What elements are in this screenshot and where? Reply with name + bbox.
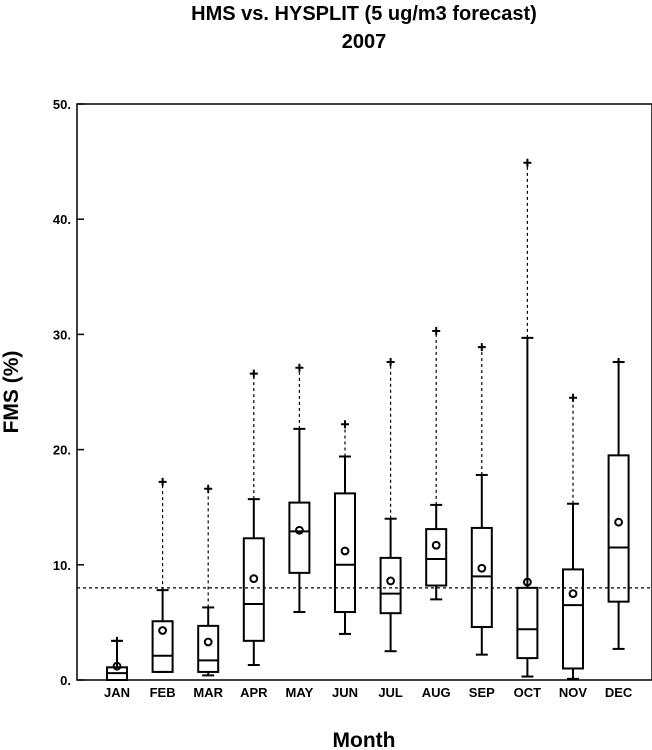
max-marker: [614, 358, 623, 367]
iqr-box: [607, 454, 630, 603]
box-jun: [334, 420, 356, 635]
box-oct: [516, 158, 539, 678]
chart-title: HMS vs. HYSPLIT (5 ug/m3 forecast): [191, 3, 537, 25]
x-tick-label: JAN: [104, 685, 130, 700]
box-dec: [607, 358, 630, 650]
x-tick-label: JUL: [378, 685, 403, 700]
x-tick-label: OCT: [514, 685, 542, 700]
y-axis: 0. 10. 20. 30. 40. 50.: [53, 97, 84, 688]
mean-marker: [112, 661, 122, 671]
max-marker: [569, 393, 577, 402]
x-axis-label: Month: [333, 729, 396, 750]
mean-marker: [386, 576, 396, 586]
max-marker: [341, 420, 349, 429]
box-mar: [197, 484, 220, 677]
max-marker: [113, 636, 121, 645]
x-tick-label: FEB: [150, 685, 176, 700]
iqr-box: [516, 586, 539, 660]
iqr-box: [470, 526, 493, 629]
max-marker: [432, 326, 441, 335]
mean-marker: [340, 546, 350, 556]
plot-frame: [76, 103, 652, 681]
y-tick-label: 20.: [53, 443, 71, 458]
mean-marker: [431, 540, 441, 550]
x-tick-label: MAY: [286, 685, 314, 700]
mean-marker: [614, 517, 623, 527]
iqr-box: [197, 624, 220, 673]
x-tick-label: MAR: [193, 685, 223, 700]
iqr-box: [288, 501, 311, 574]
iqr-box: [242, 537, 265, 642]
iqr-box: [151, 620, 174, 673]
mean-marker: [295, 525, 304, 535]
box-sep: [470, 343, 493, 656]
box-aug: [425, 326, 448, 601]
mean-marker: [568, 589, 578, 598]
max-marker: [295, 363, 304, 372]
x-tick-label: NOV: [559, 685, 588, 700]
box-nov: [562, 393, 584, 680]
box-feb: [151, 477, 174, 673]
mean-marker: [249, 574, 259, 584]
iqr-box: [562, 568, 584, 670]
y-tick-label: 40.: [53, 212, 71, 227]
y-tick-label: 10.: [53, 558, 71, 573]
y-tick-label: 50.: [53, 97, 71, 112]
max-marker: [204, 484, 213, 493]
box-series: [106, 158, 630, 682]
iqr-box: [334, 492, 356, 614]
x-axis: JAN FEB MAR APR MAY JUN JUL AUG SEP OCT NOV DEC: [104, 685, 633, 700]
mean-marker: [523, 577, 532, 587]
box-jul: [379, 358, 402, 653]
iqr-box: [379, 556, 402, 615]
x-tick-label: SEP: [469, 685, 495, 700]
y-tick-label: 30.: [53, 327, 71, 342]
x-tick-label: DEC: [605, 685, 633, 700]
x-tick-label: APR: [240, 685, 268, 700]
x-tick-label: AUG: [422, 685, 451, 700]
x-tick-label: JUN: [332, 685, 358, 700]
mean-marker: [477, 563, 487, 573]
max-marker: [477, 343, 486, 352]
y-axis-label: FMS (%): [0, 351, 23, 434]
max-marker: [249, 369, 258, 378]
box-jan: [106, 636, 128, 682]
mean-marker: [203, 637, 213, 647]
y-tick-label: 0.: [60, 673, 71, 688]
chart-subtitle: 2007: [342, 31, 387, 53]
box-may: [288, 363, 311, 614]
max-marker: [158, 477, 167, 486]
mean-marker: [158, 626, 168, 635]
max-marker: [523, 158, 532, 167]
iqr-box: [425, 528, 448, 587]
max-marker: [386, 358, 395, 367]
box-apr: [242, 369, 265, 667]
